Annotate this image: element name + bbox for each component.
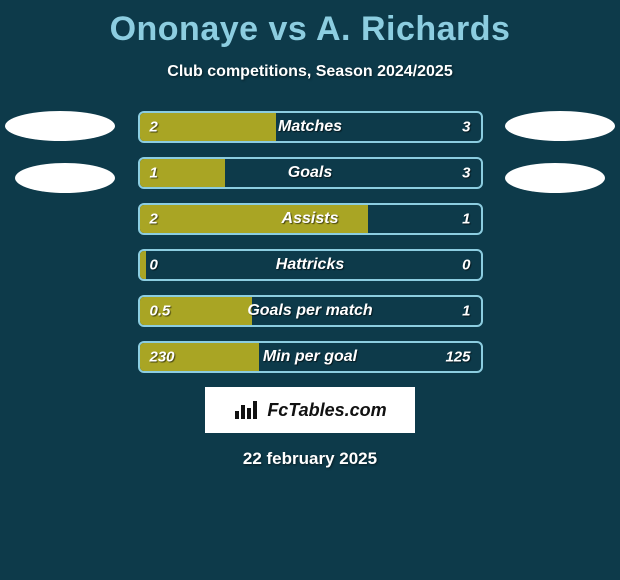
avatar-placeholder-right-2: [505, 163, 605, 193]
stat-row-assists: 2 Assists 1: [138, 203, 483, 235]
page-title: Ononaye vs A. Richards: [0, 0, 620, 49]
stat-left-value: 1: [150, 165, 158, 182]
avatar-placeholder-left-2: [15, 163, 115, 193]
stat-left-value: 230: [150, 349, 175, 366]
stat-left-value: 2: [150, 211, 158, 228]
stats-list: 2 Matches 3 1 Goals 3 2 Assists 1 0 Hatt…: [138, 111, 483, 373]
watermark: FcTables.com: [205, 387, 415, 433]
stat-right-value: 1: [462, 303, 470, 320]
stat-label: Assists: [282, 210, 339, 228]
date-label: 22 february 2025: [0, 449, 620, 469]
stat-label: Min per goal: [263, 348, 357, 366]
stat-left-value: 2: [150, 119, 158, 136]
stat-label: Goals per match: [247, 302, 372, 320]
stats-container: 2 Matches 3 1 Goals 3 2 Assists 1 0 Hatt…: [0, 111, 620, 469]
stat-right-value: 125: [445, 349, 470, 366]
stat-fill: [140, 251, 147, 279]
avatar-placeholder-right-1: [505, 111, 615, 141]
stat-label: Hattricks: [276, 256, 344, 274]
stat-label: Matches: [278, 118, 342, 136]
stat-label: Goals: [288, 164, 332, 182]
stat-right-value: 3: [462, 119, 470, 136]
stat-right-value: 0: [462, 257, 470, 274]
stat-fill: [140, 113, 276, 141]
stat-row-matches: 2 Matches 3: [138, 111, 483, 143]
avatar-placeholder-left-1: [5, 111, 115, 141]
chart-bars-icon: [233, 399, 261, 421]
stat-row-hattricks: 0 Hattricks 0: [138, 249, 483, 281]
stat-right-value: 1: [462, 211, 470, 228]
stat-left-value: 0.5: [150, 303, 171, 320]
stat-row-goals: 1 Goals 3: [138, 157, 483, 189]
stat-row-goals-per-match: 0.5 Goals per match 1: [138, 295, 483, 327]
stat-right-value: 3: [462, 165, 470, 182]
stat-left-value: 0: [150, 257, 158, 274]
stat-row-min-per-goal: 230 Min per goal 125: [138, 341, 483, 373]
page-subtitle: Club competitions, Season 2024/2025: [0, 63, 620, 81]
watermark-text: FcTables.com: [267, 400, 386, 421]
